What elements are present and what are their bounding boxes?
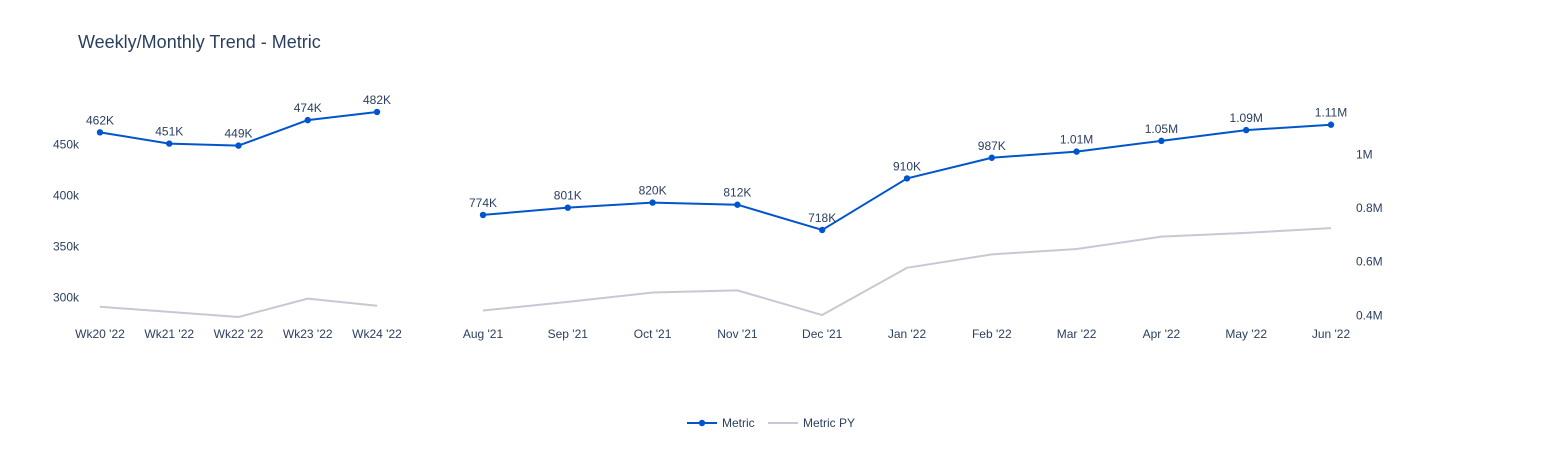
x-tick-label: Feb '22 [972,327,1012,341]
metric-data-point [564,204,571,211]
data-label: 910K [893,159,921,173]
data-label: 1.01M [1060,133,1093,147]
metric-py-series-line [99,297,378,318]
metric-data-point [1158,137,1165,145]
x-tick-label: Wk23 '22 [283,327,333,341]
data-label: 812K [723,186,751,200]
chart-title: Weekly/Monthly Trend - Metric [78,32,321,52]
metric-data-point [166,140,173,147]
legend-metric-py-label: Metric PY [803,416,855,430]
y-tick-label: 350k [53,240,80,254]
y-tick-label: 0.8M [1356,201,1383,215]
data-label: 820K [639,184,667,198]
data-label: 1.09M [1230,111,1263,125]
x-tick-label: Wk20 '22 [75,327,125,341]
metric-data-point [235,142,242,149]
y-tick-label: 1M [1356,147,1373,161]
chart-panel-1: 300k 350k 400k 450k Wk20 '22 Wk21 '22 Wk22 '22… [53,93,402,341]
data-label: 449K [224,127,252,141]
metric-data-point [1243,126,1250,134]
data-label: 987K [978,139,1006,153]
x-tick-label: Jan '22 [888,327,927,341]
x-tick-label: Mar '22 [1057,327,1097,341]
metric-py-series-line [482,227,1332,317]
x-tick-label: Wk22 '22 [214,327,264,341]
data-label: 801K [554,189,582,203]
x-tick-label: Sep '21 [548,327,589,341]
x-tick-label: Nov '21 [717,327,758,341]
data-label: 774K [469,196,497,210]
x-tick-label: Wk24 '22 [352,327,402,341]
data-label: 1.05M [1145,122,1178,136]
x-tick-label: May '22 [1225,327,1267,341]
y-tick-label: 300k [53,291,80,305]
metric-data-point [373,108,381,116]
y-tick-label: 0.4M [1356,308,1383,322]
y-tick-label: 0.6M [1356,255,1383,269]
chart-panel-2: 0.4M 0.6M 0.8M 1M Aug '21 Sep '21 Oct '21 Nov '… [463,106,1383,341]
legend-metric-label: Metric [722,416,755,430]
metric-data-point [96,129,104,136]
legend: Metric Metric PY [687,416,855,430]
metric-data-point [1073,148,1080,155]
data-label: 718K [808,211,836,225]
x-tick-label: Dec '21 [802,327,843,341]
x-tick-label: Oct '21 [634,327,672,341]
data-label: 474K [294,101,322,115]
metric-data-point [304,116,311,124]
data-label: 1.11M [1315,106,1347,120]
metric-data-point [988,154,995,161]
data-label: 462K [86,113,114,127]
metric-data-point [1327,121,1335,128]
legend-metric-marker [698,419,706,427]
metric-data-point [819,226,826,234]
y-tick-label: 450k [53,138,80,152]
x-tick-label: Aug '21 [463,327,504,341]
metric-data-point [734,201,741,208]
metric-data-point [479,211,487,219]
y-tick-label: 400k [53,189,80,203]
metric-data-point [649,199,656,206]
data-label: 451K [155,125,183,139]
x-tick-label: Apr '22 [1143,327,1181,341]
metric-data-point [903,175,911,182]
x-tick-label: Wk21 '22 [144,327,194,341]
x-tick-label: Jun '22 [1312,327,1351,341]
data-label: 482K [363,93,391,107]
